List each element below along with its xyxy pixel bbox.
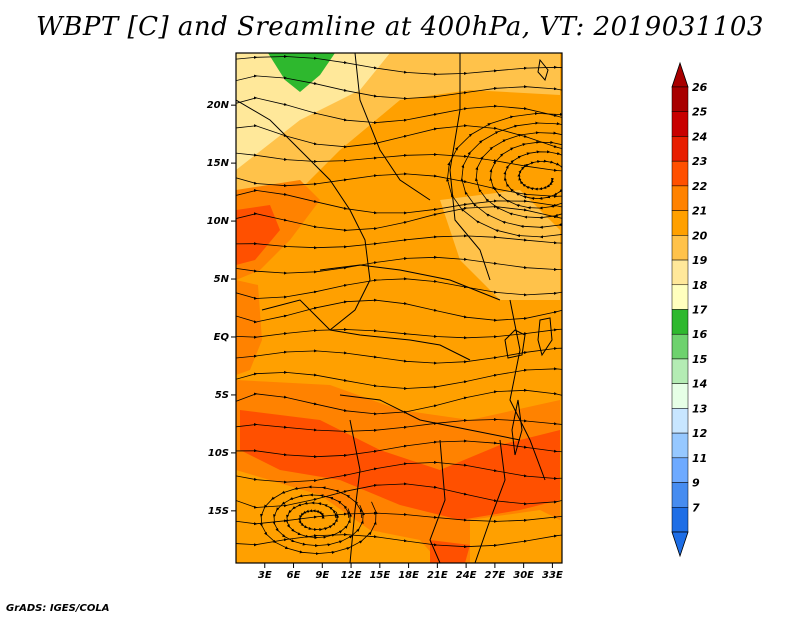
colorbar-label: 12 (692, 427, 708, 440)
lon-tick-label: 18E (398, 570, 419, 581)
lon-tick-label: 12E (341, 570, 362, 581)
colorbar-label: 11 (692, 452, 707, 465)
colorbar-label: 9 (692, 477, 700, 490)
colorbar-top-arrow (671, 61, 689, 88)
colorbar-bottom-arrow (671, 531, 689, 558)
lat-tick-label: 15N (207, 158, 230, 169)
colorbar-label: 14 (692, 378, 707, 391)
longitude-axis: 3E 6E 9E 12E 15E 18E 21E 24E 27E 30E 33E (258, 563, 563, 581)
colorbar-swatch (671, 432, 689, 459)
streamlines (236, 54, 562, 556)
streamline (236, 347, 562, 365)
colorbar-swatch (671, 482, 689, 508)
colorbar-swatch (671, 383, 689, 409)
streamline (236, 54, 562, 76)
footer-credit: GrADS: IGES/COLA (6, 603, 110, 614)
colorbar-label: 21 (692, 205, 707, 218)
colorbar-swatch (671, 507, 689, 533)
colorbar-swatch (671, 309, 689, 335)
colorbar-swatch (671, 408, 689, 434)
colorbar-label: 16 (692, 328, 708, 341)
streamline (236, 255, 562, 275)
latitude-axis: 20N 15N 10N 5N EQ 5S 10S 15S (207, 100, 236, 517)
lon-tick-label: 30E (513, 570, 534, 581)
streamline (236, 439, 562, 459)
colorbar-label: 17 (692, 304, 708, 317)
colorbar-label: 25 (692, 106, 708, 119)
streamline (259, 485, 378, 556)
lon-tick-label: 21E (427, 570, 448, 581)
streamline (236, 327, 562, 340)
lon-tick-label: 33E (542, 570, 563, 581)
colorbar-swatch (671, 358, 689, 384)
streamline (236, 417, 562, 433)
lat-tick-label: 10S (208, 448, 229, 459)
colorbar-label: 19 (692, 254, 708, 267)
colorbar-swatch (671, 457, 689, 483)
colorbar-label: 23 (692, 155, 708, 168)
colorbar-swatch (671, 333, 689, 360)
colorbar-swatch (671, 86, 689, 112)
lat-tick-label: 5N (214, 274, 230, 285)
lat-tick-label: 20N (207, 100, 230, 111)
lon-tick-label: 3E (258, 570, 272, 581)
streamline (236, 96, 562, 125)
lon-tick-label: 27E (485, 570, 506, 581)
colorbar-label: 7 (692, 501, 700, 514)
streamline (236, 277, 562, 300)
lat-tick-label: 5S (215, 390, 229, 401)
streamline (446, 111, 562, 239)
colorbar-label: 24 (692, 130, 707, 143)
lat-tick-label: EQ (214, 332, 230, 343)
colorbar-swatch (671, 160, 689, 187)
streamline (236, 388, 562, 416)
streamline (236, 367, 562, 390)
lat-tick-label: 15S (208, 506, 229, 517)
figure-title: WBPT [C] and Sreamline at 400hPa, VT: 20… (36, 12, 764, 42)
colorbar-swatch (671, 235, 689, 261)
colorbar-swatch (671, 210, 689, 236)
streamline (236, 234, 562, 250)
colorbar-label: 18 (692, 279, 708, 292)
map-frame (235, 52, 563, 564)
lon-tick-label: 6E (287, 570, 301, 581)
streamline (236, 460, 562, 484)
lon-tick-label: 9E (315, 570, 329, 581)
colorbar-label: 22 (692, 180, 708, 193)
colorbar-label: 15 (692, 353, 708, 366)
colorbar-label: 20 (692, 229, 708, 242)
lon-tick-label: 24E (456, 570, 477, 581)
colorbar-swatch (671, 111, 689, 137)
colorbar-swatch (671, 185, 689, 211)
colorbar: 26 25 24 23 22 21 20 19 18 17 16 15 14 13 12 11 9 7 (671, 61, 708, 558)
lon-tick-label: 15E (369, 570, 390, 581)
streamline (236, 298, 562, 324)
colorbar-swatch (671, 259, 689, 286)
colorbar-label: 26 (692, 81, 708, 94)
colorbar-swatch (671, 136, 689, 162)
colorbar-label: 13 (692, 402, 708, 415)
colorbar-swatch (671, 284, 689, 310)
lat-tick-label: 10N (207, 216, 230, 227)
shaded-field (236, 53, 562, 563)
